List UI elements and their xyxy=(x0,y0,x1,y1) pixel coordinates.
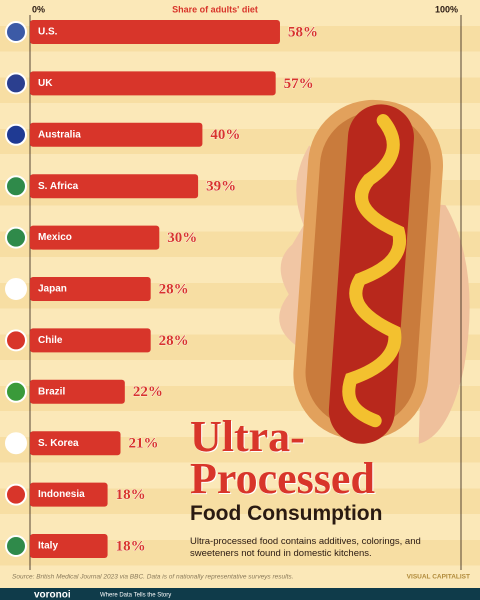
mustard xyxy=(342,114,407,428)
title-block: Ultra-Processed Food Consumption Ultra-p… xyxy=(190,412,440,560)
flag xyxy=(5,21,27,43)
flag xyxy=(5,535,27,557)
bar xyxy=(30,174,199,199)
category-label: Australia xyxy=(38,129,81,140)
category-label: Japan xyxy=(38,284,67,295)
value-label: 22% xyxy=(133,384,163,400)
value-label: 40% xyxy=(210,127,240,143)
flag xyxy=(5,432,27,455)
flag xyxy=(5,226,27,249)
value-label: 28% xyxy=(159,281,189,297)
bar xyxy=(30,277,151,301)
category-label: Chile xyxy=(38,335,63,346)
flag xyxy=(5,123,27,146)
hot-dog-illustration xyxy=(279,99,470,444)
x-tick-label: 0% xyxy=(32,4,45,14)
value-label: 21% xyxy=(129,436,159,452)
value-label: 39% xyxy=(206,179,236,195)
category-label: U.S. xyxy=(38,27,58,38)
value-label: 30% xyxy=(167,230,197,246)
value-label: 18% xyxy=(116,487,146,503)
flag xyxy=(5,380,27,403)
footer-bar xyxy=(0,588,480,600)
category-label: Indonesia xyxy=(38,489,85,500)
value-label: 57% xyxy=(284,76,314,92)
bar xyxy=(30,71,276,96)
bar xyxy=(30,122,203,147)
bar xyxy=(30,20,280,44)
category-label: S. Africa xyxy=(38,181,79,192)
category-label: Brazil xyxy=(38,386,65,397)
bar xyxy=(30,225,160,250)
source: Source: British Medical Journal 2023 via… xyxy=(12,574,294,581)
brand: VISUAL CAPITALIST xyxy=(407,574,470,581)
category-label: S. Korea xyxy=(38,438,79,449)
category-label: Italy xyxy=(38,541,58,552)
footer-tagline: Where Data Tells the Story xyxy=(100,593,171,599)
flag xyxy=(5,72,27,95)
flag xyxy=(5,483,27,506)
description: Ultra-processed food contains additives,… xyxy=(190,536,421,559)
x-tick-label: 100% xyxy=(435,4,458,14)
bar xyxy=(30,482,108,507)
axis-label: Share of adults' diet xyxy=(172,4,258,14)
flag xyxy=(5,329,27,352)
bar xyxy=(30,534,108,558)
category-label: Mexico xyxy=(38,232,72,243)
category-label: UK xyxy=(38,78,53,89)
value-label: 18% xyxy=(116,538,146,554)
bar xyxy=(30,328,151,353)
bar xyxy=(30,431,121,456)
chart-subtitle: Food Consumption xyxy=(190,502,383,525)
bar xyxy=(30,379,125,404)
flag xyxy=(5,175,27,198)
footer-brand: voronoi xyxy=(34,590,71,600)
value-label: 28% xyxy=(159,333,189,349)
value-label: 58% xyxy=(288,24,318,40)
flag xyxy=(5,278,27,300)
chart-title: Ultra-Processed xyxy=(190,412,375,503)
